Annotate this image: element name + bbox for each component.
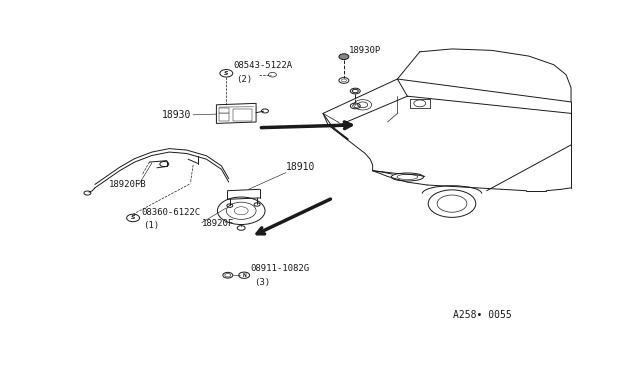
Bar [219,108,229,112]
Ellipse shape [397,174,418,180]
Text: N: N [243,273,246,278]
Polygon shape [216,103,256,124]
Text: A258• 0055: A258• 0055 [452,310,511,320]
Text: S: S [131,215,135,221]
Text: 18930: 18930 [162,110,191,120]
Text: (2): (2) [236,75,252,84]
Text: 18930P: 18930P [349,46,381,55]
Text: 08360-6122C: 08360-6122C [141,208,200,217]
Ellipse shape [391,173,424,181]
Text: S: S [224,71,228,76]
Circle shape [339,54,349,60]
Bar [219,113,229,121]
Text: 08911-1082G: 08911-1082G [250,264,309,273]
Text: (1): (1) [143,221,159,230]
Text: 08543-5122A: 08543-5122A [233,61,292,70]
Text: (3): (3) [254,278,270,286]
Text: 18920FB: 18920FB [109,180,147,189]
Circle shape [350,88,360,94]
Bar [233,109,252,121]
Text: 18920F: 18920F [202,219,234,228]
Text: 18910: 18910 [286,162,316,172]
